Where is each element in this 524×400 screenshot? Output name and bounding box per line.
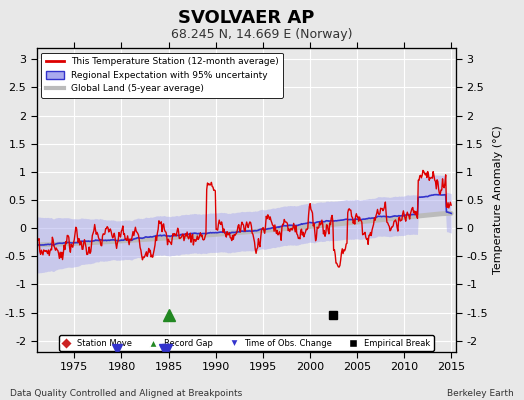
Y-axis label: Temperature Anomaly (°C): Temperature Anomaly (°C)	[494, 126, 504, 274]
Text: Data Quality Controlled and Aligned at Breakpoints: Data Quality Controlled and Aligned at B…	[10, 389, 243, 398]
Text: Berkeley Earth: Berkeley Earth	[447, 389, 514, 398]
Text: 68.245 N, 14.669 E (Norway): 68.245 N, 14.669 E (Norway)	[171, 28, 353, 41]
Legend: Station Move, Record Gap, Time of Obs. Change, Empirical Break: Station Move, Record Gap, Time of Obs. C…	[59, 335, 434, 351]
Title: SVOLVAER AP: SVOLVAER AP	[178, 9, 314, 27]
